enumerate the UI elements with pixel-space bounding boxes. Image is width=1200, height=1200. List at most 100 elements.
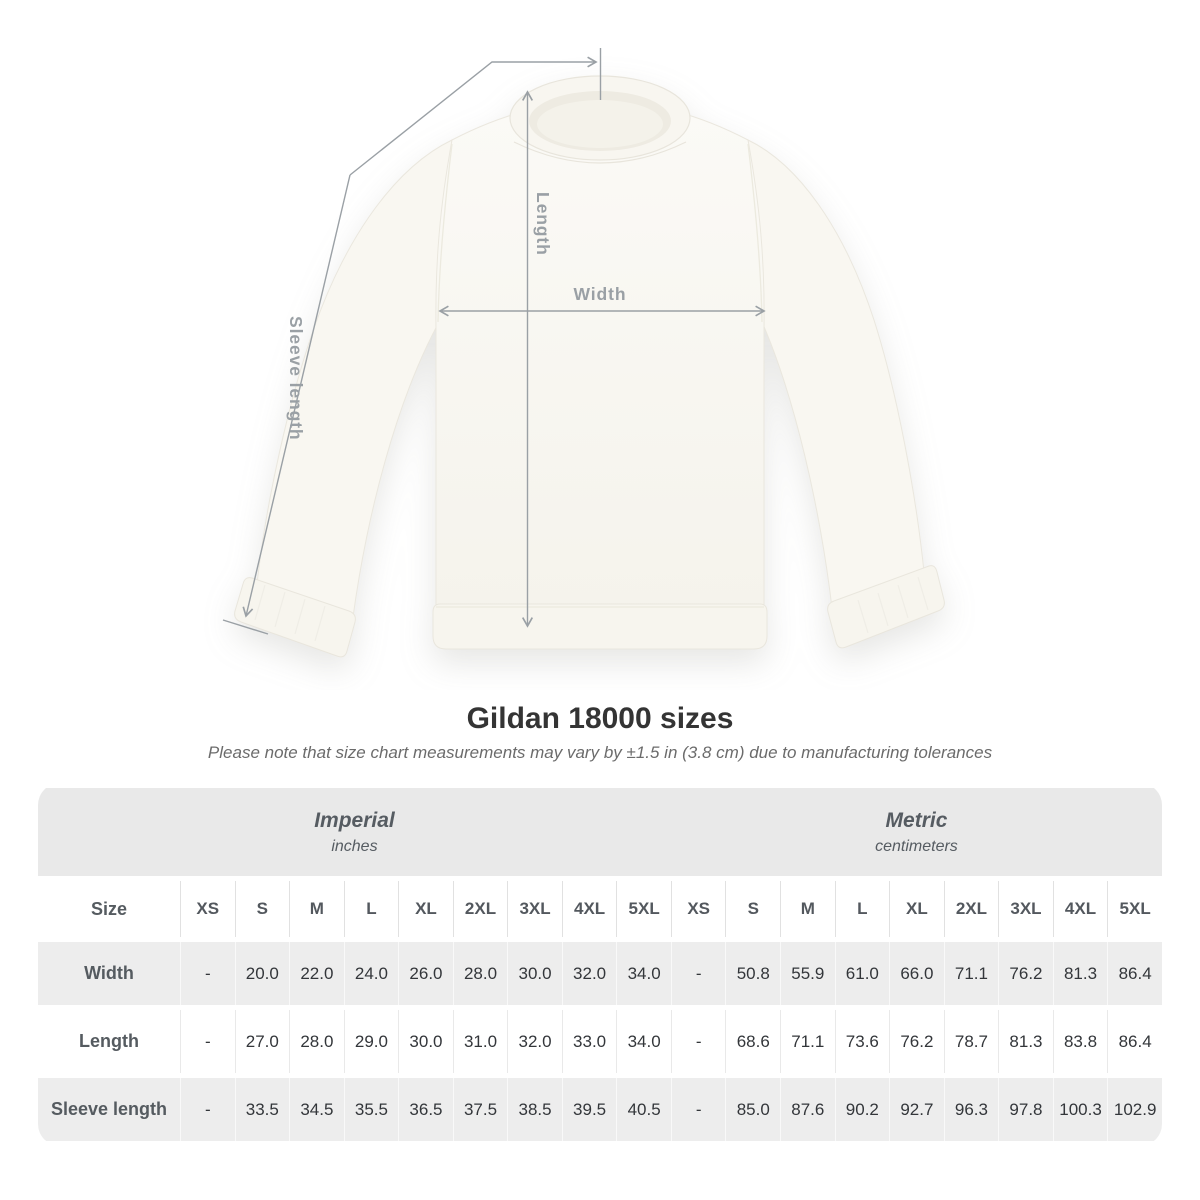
measurement-cell: - (180, 1078, 235, 1141)
measurement-cell: 39.5 (561, 1078, 617, 1141)
cuff-reference-tick (222, 619, 269, 635)
measurement-cell: 29.0 (343, 1010, 399, 1073)
metric-group-unit: centimeters (875, 837, 958, 855)
size-header: L (343, 881, 399, 937)
size-header: XL (398, 881, 453, 937)
measurement-cell: 71.1 (780, 1010, 835, 1073)
size-header: 2XL (452, 881, 508, 937)
measurement-cell: 100.3 (1052, 1078, 1108, 1141)
measurement-cell: 40.5 (616, 1078, 671, 1141)
size-header: 5XL (616, 881, 671, 937)
measurement-cell: 85.0 (725, 1078, 781, 1141)
measurement-cell: 86.4 (1107, 1010, 1162, 1073)
size-header: XL (889, 881, 944, 937)
measurement-cell: 36.5 (398, 1078, 453, 1141)
measurement-cell: 96.3 (943, 1078, 999, 1141)
measurement-cell: 31.0 (452, 1010, 508, 1073)
hem-band (432, 603, 768, 650)
metric-group-header: Metric centimeters (670, 788, 1162, 876)
size-chart-table-container: Imperial inches Metric centimeters Size … (38, 783, 1162, 1146)
measurement-cell: 76.2 (889, 1010, 944, 1073)
unit-group-row: Imperial inches Metric centimeters (38, 788, 1162, 876)
size-header: 3XL (998, 881, 1053, 937)
left-cuff (234, 577, 356, 658)
table-row-sleeve-length: Sleeve length - 33.5 34.5 35.5 36.5 37.5… (38, 1078, 1162, 1141)
measurement-cell: 33.5 (234, 1078, 290, 1141)
body-panel (435, 100, 765, 613)
sleeve-measure-line (242, 174, 351, 618)
measurement-cell: 83.8 (1052, 1010, 1108, 1073)
measurement-cell: 61.0 (834, 942, 890, 1005)
sleeve-length-label: Sleeve length (286, 316, 306, 441)
size-header: S (234, 881, 290, 937)
imperial-group-unit: inches (331, 837, 378, 855)
row-label-sleeve-length: Sleeve length (38, 1078, 180, 1141)
size-header: L (834, 881, 890, 937)
measurement-cell: - (670, 1010, 726, 1073)
row-label-width: Width (38, 942, 180, 1005)
size-header: 4XL (561, 881, 617, 937)
size-header-row: Size XS S M L XL 2XL 3XL 4XL 5XL XS S M … (38, 881, 1162, 937)
size-header: 5XL (1107, 881, 1162, 937)
sweatshirt-illustration: Length Width Sleeve length (222, 48, 945, 658)
measurement-cell: 92.7 (889, 1078, 944, 1141)
measurement-cell: 32.0 (561, 942, 617, 1005)
measurement-cell: 32.0 (507, 1010, 562, 1073)
size-header: 3XL (507, 881, 562, 937)
measurement-cell: 81.3 (1052, 942, 1108, 1005)
measurement-cell: 34.0 (616, 942, 671, 1005)
measurement-cell: 26.0 (398, 942, 453, 1005)
measurement-cell: - (180, 1010, 235, 1073)
measurement-cell: 38.5 (507, 1078, 562, 1141)
measurement-cell: 86.4 (1107, 942, 1162, 1005)
measurement-cell: 55.9 (780, 942, 835, 1005)
measurement-cell: 30.0 (507, 942, 562, 1005)
sleeve-measure-line-top (349, 56, 598, 176)
size-chart-table: Imperial inches Metric centimeters Size … (38, 783, 1162, 1146)
size-header: S (725, 881, 781, 937)
width-label: Width (574, 284, 627, 304)
size-header: M (289, 881, 344, 937)
measurement-cell: 66.0 (889, 942, 944, 1005)
measurement-cell: 20.0 (234, 942, 290, 1005)
metric-group-title: Metric (885, 808, 948, 832)
measurement-cell: 28.0 (289, 1010, 344, 1073)
measurement-cell: 68.6 (725, 1010, 781, 1073)
measurement-cell: 30.0 (398, 1010, 453, 1073)
tolerance-note: Please note that size chart measurements… (207, 743, 993, 762)
size-header: XS (670, 881, 726, 937)
row-label-length: Length (38, 1010, 180, 1073)
measurement-cell: 97.8 (998, 1078, 1053, 1141)
table-row-length: Length - 27.0 28.0 29.0 30.0 31.0 32.0 3… (38, 1010, 1162, 1073)
measurement-cell: 35.5 (343, 1078, 399, 1141)
measurement-cell: 90.2 (834, 1078, 890, 1141)
measurement-cell: 24.0 (343, 942, 399, 1005)
length-label: Length (533, 192, 553, 256)
size-header: XS (180, 881, 235, 937)
measurement-cell: - (670, 942, 726, 1005)
measurement-cell: - (180, 942, 235, 1005)
measurement-cell: 73.6 (834, 1010, 890, 1073)
measurement-cell: - (670, 1078, 726, 1141)
measurement-cell: 50.8 (725, 942, 781, 1005)
measurement-cell: 71.1 (943, 942, 999, 1005)
sweatshirt-graphic (234, 75, 945, 658)
measurement-cell: 76.2 (998, 942, 1053, 1005)
measurement-cell: 81.3 (998, 1010, 1053, 1073)
measurement-cell: 22.0 (289, 942, 344, 1005)
size-column-header: Size (38, 881, 180, 937)
right-cuff (827, 565, 945, 649)
measurement-cell: 34.5 (289, 1078, 344, 1141)
measurement-cell: 28.0 (452, 942, 508, 1005)
measurement-cell: 78.7 (943, 1010, 999, 1073)
page-title: Gildan 18000 sizes (466, 702, 734, 735)
measurement-cell: 27.0 (234, 1010, 290, 1073)
imperial-group-title: Imperial (314, 808, 395, 832)
size-header: 4XL (1052, 881, 1108, 937)
size-header: 2XL (943, 881, 999, 937)
measurement-cell: 87.6 (780, 1078, 835, 1141)
measurement-cell: 34.0 (616, 1010, 671, 1073)
imperial-group-header: Imperial inches (38, 788, 671, 876)
measurement-cell: 33.0 (561, 1010, 617, 1073)
